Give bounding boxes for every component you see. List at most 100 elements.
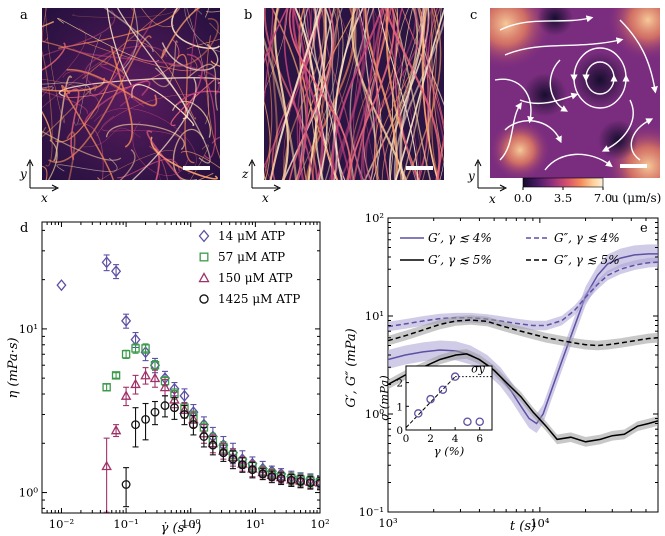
fibre bbox=[360, 8, 384, 180]
inset-x-tick-label: 0 bbox=[403, 433, 410, 445]
fibre bbox=[317, 8, 352, 180]
data-point bbox=[121, 314, 132, 327]
fibre bbox=[42, 110, 52, 141]
axes-glyph-c bbox=[474, 158, 508, 192]
micrograph-a bbox=[42, 8, 220, 180]
streamline bbox=[504, 120, 562, 144]
streamline bbox=[630, 118, 654, 161]
data-point bbox=[315, 478, 320, 488]
fibre bbox=[365, 8, 417, 180]
x-tick-label: 10² bbox=[310, 517, 329, 531]
axis-label-a-horizontal: x bbox=[41, 191, 48, 205]
fibre bbox=[210, 60, 220, 67]
streamline bbox=[499, 102, 522, 161]
fibre bbox=[209, 22, 220, 35]
fibre bbox=[184, 8, 220, 52]
fibre bbox=[376, 8, 390, 180]
scale-bar-b bbox=[406, 166, 433, 170]
data-point bbox=[314, 475, 320, 488]
fibre bbox=[381, 8, 424, 180]
series-line bbox=[388, 349, 658, 447]
fibre bbox=[264, 8, 288, 65]
inset-x-tick-label: 2 bbox=[427, 433, 434, 445]
streamline bbox=[619, 19, 658, 94]
fibre bbox=[346, 8, 396, 180]
fibre bbox=[389, 8, 413, 180]
y-tick-label: 10² bbox=[365, 211, 384, 225]
fibre bbox=[264, 8, 274, 106]
data-point bbox=[150, 360, 160, 370]
chart-d: 10⁻² 10⁻¹ 10⁰ 10¹ 10² 10⁰ 10¹ 14 μM ATP 57 μM A… bbox=[19, 221, 330, 531]
y-axis-label-e: G′, G″ (mPa) bbox=[344, 328, 359, 407]
data-point bbox=[199, 294, 209, 304]
series-square bbox=[102, 343, 320, 489]
confidence-band bbox=[388, 315, 658, 351]
series-diamond bbox=[56, 254, 320, 489]
data-point bbox=[314, 477, 320, 487]
inset-data-point bbox=[426, 394, 435, 404]
fibre bbox=[82, 127, 141, 148]
data-point bbox=[141, 344, 150, 353]
streamline bbox=[544, 153, 613, 171]
fibre bbox=[64, 88, 80, 160]
colorbar bbox=[522, 177, 604, 190]
fibre bbox=[72, 48, 220, 96]
fibre bbox=[105, 123, 185, 150]
fibre bbox=[354, 8, 379, 180]
data-point bbox=[208, 440, 218, 450]
fibre bbox=[446, 2, 485, 185]
fibre bbox=[172, 129, 205, 180]
fibre bbox=[154, 147, 161, 180]
legend-entry: 1425 μM ATP bbox=[218, 292, 300, 306]
inset-x-tick-label: 6 bbox=[476, 433, 483, 445]
fibre bbox=[100, 150, 175, 180]
legend-entry: G″, γ ≲ 4% bbox=[554, 231, 620, 245]
axis-label-a-vertical: y bbox=[19, 167, 27, 181]
data-point bbox=[121, 350, 131, 359]
fibre bbox=[90, 18, 153, 97]
series-path bbox=[388, 319, 658, 347]
data-point bbox=[101, 256, 112, 269]
data-point bbox=[296, 476, 305, 486]
streamline bbox=[570, 47, 630, 109]
fibre bbox=[66, 131, 76, 180]
fibre bbox=[364, 8, 399, 180]
inset-x-axis-label: γ (%) bbox=[434, 444, 464, 458]
fibre bbox=[176, 54, 195, 164]
panel-label-d: d bbox=[20, 221, 28, 236]
fibre bbox=[269, 8, 281, 180]
scale-bar-c bbox=[620, 164, 647, 168]
axis-label-c-horizontal: x bbox=[489, 192, 496, 206]
fibre bbox=[198, 74, 216, 159]
y-tick-label: 10¹ bbox=[19, 322, 38, 336]
data-point bbox=[218, 448, 228, 458]
fibre bbox=[45, 8, 65, 124]
data-point bbox=[110, 424, 122, 435]
series-line bbox=[388, 257, 658, 332]
streamline bbox=[499, 15, 594, 31]
micrograph-b bbox=[264, 2, 485, 185]
axis-label-b-vertical: z bbox=[241, 167, 249, 181]
x-tick-label: 10⁻² bbox=[49, 517, 74, 531]
colorbar-tick: 7.0 bbox=[594, 191, 612, 205]
y-tick-label: 10⁰ bbox=[365, 407, 385, 421]
colorbar-tick: 0.0 bbox=[514, 191, 532, 205]
inset-y-axis-label: σ (mPa) bbox=[377, 375, 391, 420]
fibre bbox=[302, 8, 358, 180]
fibre bbox=[176, 90, 220, 105]
inset-x-tick-label: 4 bbox=[452, 433, 459, 445]
inset-y-tick-label: 0 bbox=[396, 425, 403, 437]
fibre bbox=[391, 8, 431, 180]
fibre bbox=[315, 8, 335, 180]
fibre bbox=[206, 10, 220, 13]
legend-entry: 14 μM ATP bbox=[218, 229, 285, 243]
fibre bbox=[206, 35, 220, 160]
series-circle bbox=[121, 395, 320, 508]
series-path bbox=[388, 353, 658, 443]
fibre bbox=[186, 63, 219, 111]
x-tick-label: 10³ bbox=[378, 516, 398, 530]
data-point bbox=[180, 410, 189, 419]
fibre bbox=[42, 82, 91, 95]
data-point bbox=[102, 383, 111, 392]
data-point bbox=[247, 465, 257, 475]
